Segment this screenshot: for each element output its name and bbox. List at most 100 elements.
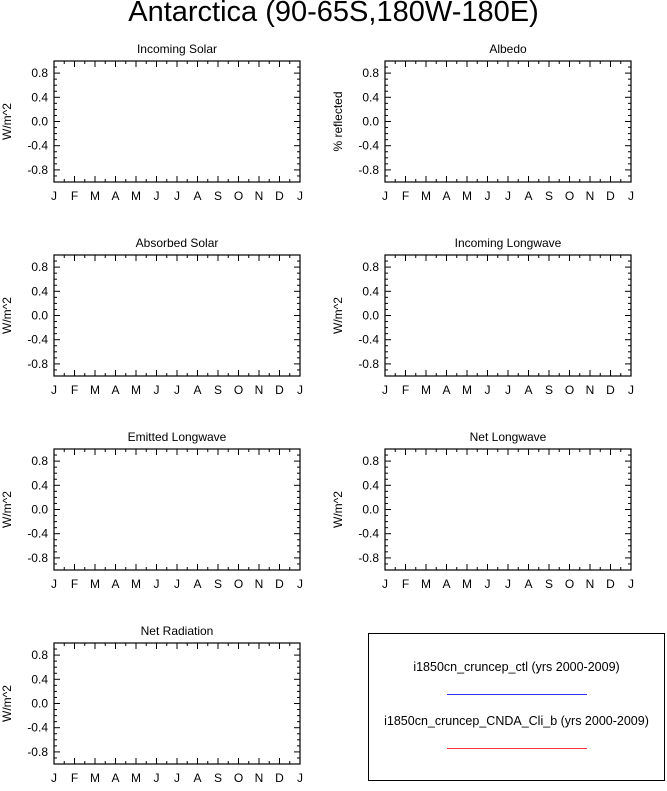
x-tick-label: N [255, 771, 264, 785]
x-tick-label: A [442, 383, 450, 397]
y-tick-label: 0.0 [31, 503, 48, 517]
x-tick-label: M [90, 771, 100, 785]
x-tick-label: J [51, 383, 57, 397]
x-tick-label: J [174, 383, 180, 397]
panel-title: Incoming Solar [137, 42, 217, 56]
y-axis-label: % reflected [331, 91, 345, 151]
y-tick-label: 0.8 [362, 260, 379, 274]
x-tick-label: A [193, 771, 201, 785]
x-tick-label: A [193, 189, 201, 203]
y-tick-label: -0.4 [27, 527, 48, 541]
legend-line-ctl [447, 694, 587, 695]
x-tick-label: D [606, 577, 615, 591]
x-tick-label: S [545, 383, 553, 397]
y-axis-label: W/m^2 [0, 685, 14, 722]
x-tick-label: J [51, 771, 57, 785]
figure-title: Antarctica (90-65S,180W-180E) [128, 0, 539, 28]
y-tick-label: -0.4 [27, 721, 48, 735]
y-axis-label: W/m^2 [0, 297, 14, 334]
x-tick-label: D [606, 189, 615, 203]
x-tick-label: M [90, 383, 100, 397]
x-tick-label: N [586, 189, 595, 203]
x-tick-label: A [442, 189, 450, 203]
x-tick-label: O [565, 577, 574, 591]
x-tick-label: J [505, 383, 511, 397]
y-tick-label: 0.0 [31, 115, 48, 129]
y-axis-label: W/m^2 [0, 103, 14, 140]
y-tick-label: 0.8 [31, 648, 48, 662]
x-tick-label: J [297, 383, 303, 397]
y-tick-label: 0.8 [31, 454, 48, 468]
x-tick-label: D [606, 383, 615, 397]
x-tick-label: A [111, 189, 119, 203]
y-tick-label: 0.4 [362, 284, 379, 298]
x-tick-label: F [402, 383, 409, 397]
y-tick-label: 0.4 [362, 90, 379, 104]
y-tick-label: -0.4 [27, 139, 48, 153]
x-tick-label: O [234, 771, 243, 785]
legend-line-cnda [447, 748, 587, 749]
x-tick-label: S [214, 189, 222, 203]
x-tick-label: A [524, 577, 532, 591]
y-tick-label: -0.4 [358, 139, 379, 153]
x-tick-label: N [255, 577, 264, 591]
x-tick-label: J [174, 577, 180, 591]
legend-label-cnda: i1850cn_cruncep_CNDA_Cli_b (yrs 2000-200… [384, 714, 649, 728]
x-tick-label: M [90, 577, 100, 591]
y-tick-label: -0.4 [358, 333, 379, 347]
panel-title: Net Longwave [470, 430, 547, 444]
x-tick-label: A [111, 771, 119, 785]
x-tick-label: M [462, 577, 472, 591]
panel-title: Net Radiation [141, 624, 214, 638]
x-tick-label: F [71, 577, 78, 591]
x-tick-label: J [382, 383, 388, 397]
plot-frame [384, 254, 632, 377]
panel-title: Albedo [489, 42, 527, 56]
x-tick-label: J [174, 189, 180, 203]
x-tick-label: S [214, 383, 222, 397]
y-tick-label: 0.4 [31, 478, 48, 492]
x-tick-label: A [111, 577, 119, 591]
plot-frame [53, 448, 301, 571]
y-tick-label: 0.8 [31, 66, 48, 80]
x-tick-label: J [628, 189, 634, 203]
x-tick-label: M [90, 189, 100, 203]
x-tick-label: J [485, 383, 491, 397]
x-tick-label: N [586, 577, 595, 591]
plot-frame [53, 60, 301, 183]
x-tick-label: D [275, 771, 284, 785]
x-tick-label: J [485, 189, 491, 203]
x-tick-label: J [505, 189, 511, 203]
x-tick-label: O [565, 383, 574, 397]
x-tick-label: O [234, 189, 243, 203]
x-tick-label: M [421, 383, 431, 397]
legend: i1850cn_cruncep_ctl (yrs 2000-2009) i185… [368, 633, 665, 781]
panel-title: Incoming Longwave [455, 236, 562, 250]
x-tick-label: A [193, 383, 201, 397]
y-tick-label: 0.0 [31, 697, 48, 711]
y-tick-label: -0.8 [27, 357, 48, 371]
x-tick-label: F [71, 189, 78, 203]
x-tick-label: M [462, 383, 472, 397]
x-tick-label: D [275, 189, 284, 203]
y-tick-label: 0.8 [362, 66, 379, 80]
x-tick-label: J [628, 577, 634, 591]
y-tick-label: 0.4 [31, 90, 48, 104]
y-tick-label: 0.4 [31, 672, 48, 686]
x-tick-label: O [565, 189, 574, 203]
x-tick-label: M [421, 189, 431, 203]
plot-frame [384, 448, 632, 571]
y-tick-label: -0.4 [358, 527, 379, 541]
y-tick-label: -0.4 [27, 333, 48, 347]
x-tick-label: D [275, 577, 284, 591]
plot-frame [384, 60, 632, 183]
x-tick-label: A [524, 189, 532, 203]
x-tick-label: A [193, 577, 201, 591]
x-tick-label: J [154, 771, 160, 785]
x-tick-label: S [545, 189, 553, 203]
x-tick-label: J [505, 577, 511, 591]
y-tick-label: -0.8 [27, 745, 48, 759]
x-tick-label: M [131, 383, 141, 397]
y-tick-label: -0.8 [358, 357, 379, 371]
